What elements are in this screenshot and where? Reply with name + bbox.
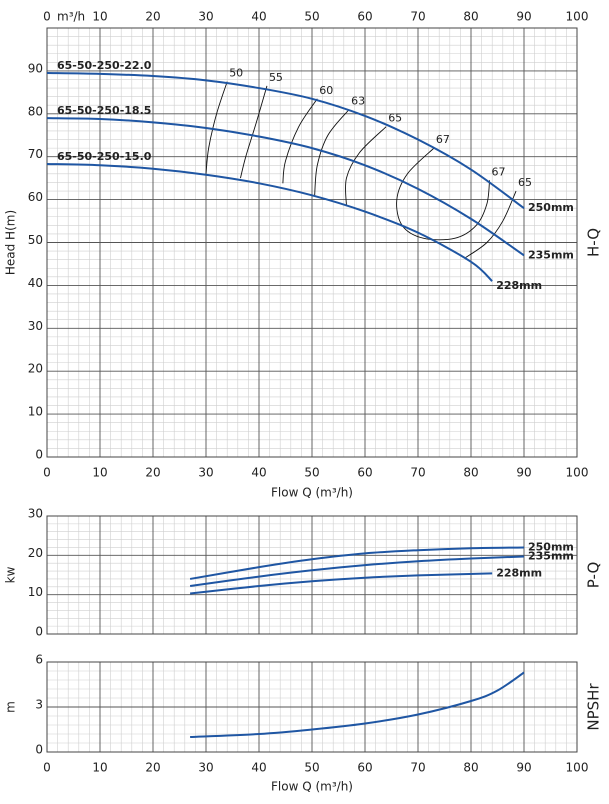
plot-frame xyxy=(46,515,578,635)
top-axis-unit: m³/h xyxy=(57,10,85,24)
plot-frame xyxy=(46,27,578,458)
series-end-label: 235mm xyxy=(528,248,574,261)
series-line xyxy=(189,555,525,588)
series-line xyxy=(189,546,525,580)
efficiency-line xyxy=(205,81,228,174)
y-tick-label: 90 xyxy=(28,61,43,75)
x-tick-label: 20 xyxy=(145,10,160,24)
x-tick-label: 0 xyxy=(43,466,51,480)
x-tick-label: 100 xyxy=(566,466,589,480)
x-tick-label: 60 xyxy=(357,466,372,480)
series-line xyxy=(46,162,493,282)
x-tick-label: 90 xyxy=(516,466,531,480)
x-tick-label: 20 xyxy=(145,466,160,480)
series-end-label: 250mm xyxy=(528,540,574,553)
efficiency-line xyxy=(465,190,517,258)
y-tick-label: 30 xyxy=(28,507,43,521)
y-tick-label: 60 xyxy=(28,190,43,204)
y-tick-label: 20 xyxy=(28,546,43,560)
series-end-label: 235mm xyxy=(528,550,574,563)
x-tick-label: 20 xyxy=(145,761,160,775)
y-tick-label: 0 xyxy=(35,625,43,639)
x-tick-label: 70 xyxy=(410,10,425,24)
series-line xyxy=(190,671,525,738)
efficiency-line xyxy=(396,147,490,241)
x-tick-label: 40 xyxy=(251,761,266,775)
x-tick-label: 10 xyxy=(92,466,107,480)
x-tick-label: 60 xyxy=(357,10,372,24)
y-tick-label: 70 xyxy=(28,147,43,161)
efficiency-label: 65 xyxy=(518,176,532,189)
series-end-label: 228mm xyxy=(496,279,542,292)
model-label: 65-50-250-22.0 xyxy=(57,59,152,72)
model-label: 65-50-250-18.5 xyxy=(57,104,151,117)
side-label: H-Q xyxy=(585,228,603,257)
series-end-label: 228mm xyxy=(496,566,542,579)
x-tick-label: 70 xyxy=(410,466,425,480)
x-tick-label: 40 xyxy=(251,466,266,480)
efficiency-label: 50 xyxy=(229,67,243,80)
x-tick-label: 50 xyxy=(304,466,319,480)
y-tick-label: 10 xyxy=(28,405,43,419)
y-tick-label: 80 xyxy=(28,104,43,118)
efficiency-label: 60 xyxy=(319,84,333,97)
efficiency-label: 67 xyxy=(436,133,450,146)
series-end-label: 250mm xyxy=(528,201,574,214)
x-tick-label: 100 xyxy=(566,761,589,775)
x-tick-label: 80 xyxy=(463,466,478,480)
x-tick-label: 50 xyxy=(304,761,319,775)
x-tick-label: 10 xyxy=(92,761,107,775)
x-tick-label: 70 xyxy=(410,761,425,775)
x-tick-label: 30 xyxy=(198,761,213,775)
efficiency-label: 65 xyxy=(388,112,402,125)
y-tick-label: 20 xyxy=(28,362,43,376)
y-tick-label: 6 xyxy=(35,653,43,667)
x-tick-label: 80 xyxy=(463,761,478,775)
x-tick-label: 40 xyxy=(251,10,266,24)
series-line xyxy=(189,572,493,595)
efficiency-line xyxy=(240,85,268,179)
x-tick-label: 30 xyxy=(198,466,213,480)
efficiency-line xyxy=(282,98,318,184)
x-tick-label: 90 xyxy=(516,761,531,775)
x-tick-label: 0 xyxy=(43,10,51,24)
x-tick-label: 90 xyxy=(516,10,531,24)
efficiency-label: 55 xyxy=(269,71,283,84)
model-label: 65-50-250-15.0 xyxy=(57,150,152,163)
side-label: P-Q xyxy=(585,562,603,588)
y-tick-label: 50 xyxy=(28,233,43,247)
y-tick-label: 0 xyxy=(35,743,43,757)
side-label: NPSHr xyxy=(585,683,603,731)
x-tick-label: 10 xyxy=(92,10,107,24)
y-axis-title: m xyxy=(4,701,18,713)
plot-frame xyxy=(46,661,578,753)
y-tick-label: 30 xyxy=(28,319,43,333)
x-tick-label: 30 xyxy=(198,10,213,24)
y-tick-label: 0 xyxy=(35,448,43,462)
x-axis-title: Flow Q (m³/h) xyxy=(271,780,353,794)
x-tick-label: 0 xyxy=(43,761,51,775)
efficiency-label: 63 xyxy=(351,95,365,108)
x-tick-label: 50 xyxy=(304,10,319,24)
y-axis-title: Head H(m) xyxy=(4,210,18,275)
y-tick-label: 40 xyxy=(28,276,43,290)
series-line xyxy=(46,117,525,257)
x-tick-label: 80 xyxy=(463,10,478,24)
x-tick-label: 60 xyxy=(357,761,372,775)
y-tick-label: 10 xyxy=(28,585,43,599)
y-tick-label: 3 xyxy=(35,698,43,712)
efficiency-line xyxy=(345,126,387,207)
efficiency-label: 67 xyxy=(492,165,506,178)
series-line xyxy=(46,72,525,209)
x-tick-label: 100 xyxy=(566,10,589,24)
y-axis-title: kw xyxy=(4,566,18,583)
x-axis-title: Flow Q (m³/h) xyxy=(271,486,353,500)
